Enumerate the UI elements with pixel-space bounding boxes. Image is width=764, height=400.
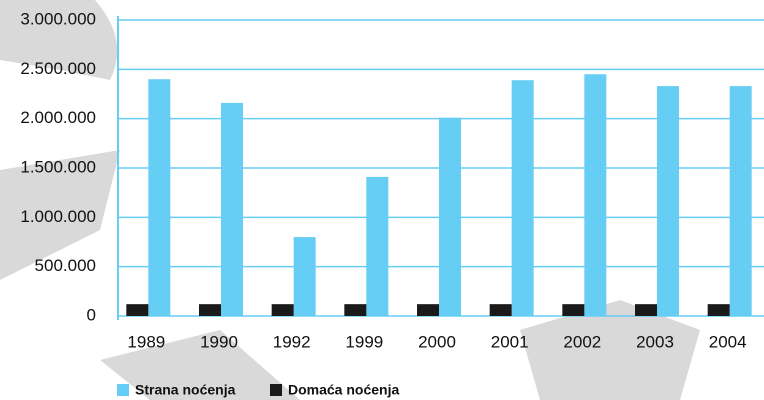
x-tick-label: 1989 xyxy=(127,332,165,351)
bar xyxy=(148,79,171,316)
bar xyxy=(635,304,657,316)
bar xyxy=(439,117,461,317)
legend: Strana noćenja Domaća noćenja xyxy=(117,382,399,398)
x-tick-label: 2004 xyxy=(709,332,747,351)
x-tick-label: 2003 xyxy=(636,332,674,351)
y-tick-label: 1.000.000 xyxy=(20,207,96,226)
bar xyxy=(344,304,367,316)
y-tick-label: 500.000 xyxy=(35,256,96,275)
bar xyxy=(366,176,389,316)
bar xyxy=(707,304,730,316)
legend-label: Domaća noćenja xyxy=(288,382,399,398)
bar xyxy=(562,304,585,316)
bar xyxy=(293,237,316,316)
y-tick-label: 2.500.000 xyxy=(20,59,96,78)
x-tick-label: 1992 xyxy=(273,332,311,351)
background-decoration xyxy=(0,0,700,400)
x-tick-label: 2000 xyxy=(418,332,456,351)
bar xyxy=(584,74,607,317)
x-tick-label: 2002 xyxy=(563,332,601,351)
x-tick-label: 1990 xyxy=(200,332,238,351)
y-tick-label: 2.000.000 xyxy=(20,108,96,127)
legend-label: Strana noćenja xyxy=(135,382,236,398)
bar xyxy=(729,86,752,317)
y-tick-label: 1.500.000 xyxy=(20,157,96,176)
legend-swatch xyxy=(117,384,129,396)
bar xyxy=(126,304,149,316)
bar xyxy=(511,80,534,316)
y-tick-label: 3.000.000 xyxy=(20,9,96,28)
bar xyxy=(271,304,294,316)
bar xyxy=(657,86,679,317)
y-tick-label: 0 xyxy=(87,305,96,324)
bar xyxy=(221,102,243,316)
x-tick-label: 1999 xyxy=(345,332,383,351)
bar xyxy=(489,304,512,316)
bar xyxy=(417,304,439,316)
x-tick-label: 2001 xyxy=(491,332,529,351)
bar xyxy=(199,304,221,316)
legend-swatch xyxy=(270,384,282,396)
